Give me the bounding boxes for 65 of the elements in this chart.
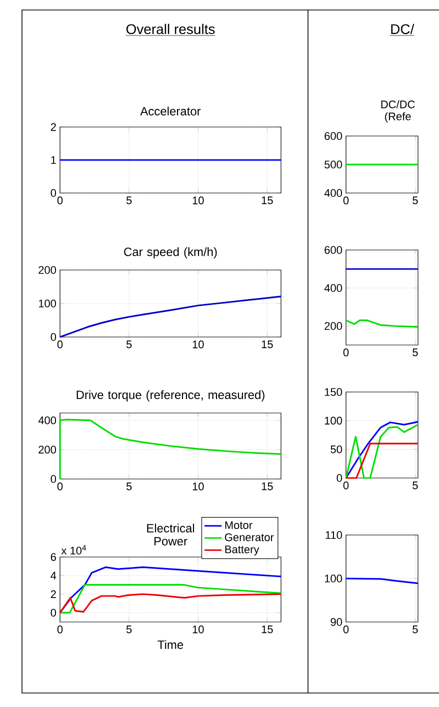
y-tick-label: 0 <box>336 474 342 482</box>
y-tick-label: 0 <box>50 189 56 197</box>
x-tick-label: 5 <box>412 626 418 634</box>
y-tick-label: 0 <box>50 475 56 483</box>
y-tick-label: 6 <box>50 553 56 561</box>
x-tick-label: 5 <box>126 626 132 634</box>
y-tick-label: 500 <box>324 160 342 168</box>
x-tick-label: 10 <box>192 340 204 348</box>
y-tick-label: 150 <box>324 388 342 396</box>
chart-title: Electrical Power <box>147 524 194 546</box>
x-tick-label: 5 <box>412 196 418 204</box>
y-tick-label: 200 <box>324 322 342 330</box>
y-tick-label: 100 <box>324 574 342 582</box>
y-tick-label: 50 <box>330 445 342 454</box>
chart-title: Overall results <box>126 24 215 34</box>
y-tick-label: 100 <box>324 416 342 425</box>
y-tick-label: 400 <box>324 189 342 197</box>
line-series <box>345 319 419 328</box>
x-tick-label: 0 <box>343 626 349 634</box>
x-tick-label: 5 <box>126 482 132 490</box>
text: x 10$^{4}$ <box>61 545 86 554</box>
x-tick-label: 15 <box>262 482 273 490</box>
y-tick-label: 400 <box>38 416 56 424</box>
legend-label: Battery <box>225 546 260 556</box>
x-tick-label: 10 <box>192 482 204 490</box>
y-tick-label: 1 <box>51 156 56 164</box>
y-tick-label: 400 <box>324 284 342 292</box>
y-tick-label: 0 <box>50 608 56 617</box>
y-tick-label: 2 <box>50 123 56 131</box>
x-tick-label: 0 <box>57 626 63 634</box>
y-tick-label: 4 <box>50 572 56 580</box>
y-tick-label: 90 <box>330 618 342 626</box>
chart-title: Car speed (km/h) <box>124 247 217 258</box>
y-tick-label: 200 <box>38 446 56 454</box>
y-tick-label: 0 <box>50 333 56 341</box>
legend-label: Generator <box>224 533 274 542</box>
line-series <box>59 296 282 338</box>
legend-label: Motor <box>225 521 252 530</box>
line-series <box>59 584 282 614</box>
line-series <box>59 593 282 614</box>
x-tick-label: 15 <box>262 340 273 348</box>
chart-subtitle: DC/DC (Refe <box>381 100 415 122</box>
y-tick-label: 600 <box>324 132 342 140</box>
x-tick-label: 10 <box>192 196 204 204</box>
x-tick-label: 5 <box>126 340 132 348</box>
x-tick-label: 10 <box>192 626 204 634</box>
y-tick-label: 100 <box>38 300 56 308</box>
x-tick-label: 0 <box>343 482 349 490</box>
chart-title: Drive torque (reference, measured) <box>76 390 264 402</box>
y-tick-label: 600 <box>324 246 342 254</box>
x-tick-label: 5 <box>412 482 418 490</box>
x-tick-label: 5 <box>412 348 418 356</box>
x-tick-label: 15 <box>262 626 273 634</box>
x-tick-label: 0 <box>57 196 63 204</box>
y-tick-label: 2 <box>50 590 56 598</box>
x-tick-label: 0 <box>57 340 63 348</box>
y-tick-label: 200 <box>38 266 56 274</box>
chart-title: DC/ <box>391 24 414 34</box>
y-tick-label: 110 <box>326 531 342 539</box>
x-axis-title: Time <box>158 640 184 649</box>
x-tick-label: 0 <box>57 482 63 490</box>
chart-subtitle: Accelerator <box>140 106 201 116</box>
x-tick-label: 15 <box>262 196 273 204</box>
x-tick-label: 0 <box>343 196 349 204</box>
x-tick-label: 5 <box>126 196 132 204</box>
